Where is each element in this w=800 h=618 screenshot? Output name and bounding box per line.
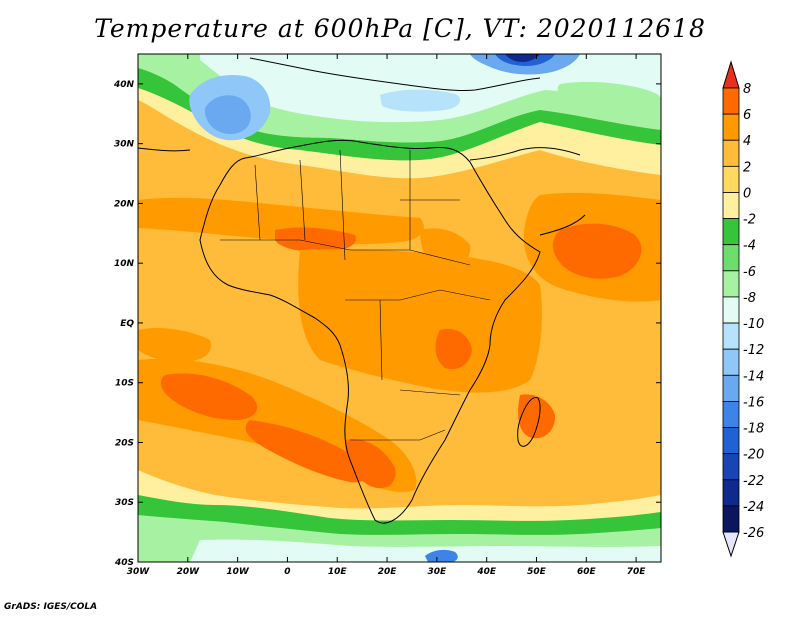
colorbar-segment [722, 270, 740, 298]
lon-tick-label: 70E [627, 567, 647, 577]
plot-frame [137, 53, 662, 563]
colorbar-label: 6 [743, 108, 751, 123]
colorbar-label: 0 [743, 186, 751, 201]
colorbar-label: -24 [743, 500, 764, 515]
colorbar-segment [722, 505, 740, 533]
colorbar-label: -6 [743, 265, 756, 280]
lon-tick-label: 30E [428, 567, 448, 577]
colorbar-label: -12 [743, 343, 764, 358]
lon-tick-label: 20E [378, 567, 398, 577]
colorbar-label: -16 [743, 395, 764, 410]
lat-tick-label: 40N [113, 80, 135, 90]
lat-tick-label: 10S [115, 379, 134, 389]
colorbar-segment [722, 374, 740, 402]
colorbar-segment [722, 348, 740, 376]
colorbar-segment [722, 139, 740, 167]
colorbar-segment [722, 401, 740, 428]
colorbar-segment [722, 322, 740, 350]
colorbar-label: -2 [743, 213, 756, 228]
country-borders [220, 149, 491, 441]
colorbar-segment [722, 113, 740, 141]
lat-tick-label: 20N [114, 199, 135, 209]
lon-tick-label: 10W [226, 567, 250, 577]
coastlines [138, 57, 586, 524]
latitude-axis: 40N 30N 20N 10N EQ 10S 20S 30S 40S [113, 80, 661, 568]
lon-tick-label: 50E [527, 567, 547, 577]
colorbar-label: -4 [743, 239, 756, 254]
colorbar-segment [722, 244, 740, 272]
temperature-field [138, 54, 661, 562]
lon-tick-label: 10E [328, 567, 348, 577]
colorbar-segment [722, 87, 740, 115]
colorbar-label: 2 [743, 160, 751, 175]
lon-tick-label: 0 [284, 567, 290, 577]
colorbar-segment [722, 192, 740, 219]
colorbar-segment [722, 479, 740, 507]
lon-tick-label: 60E [577, 567, 597, 577]
longitude-axis: 30W 20W 10W 0 10E 20E 30E 40E 50E 60E 70E [127, 54, 647, 577]
colorbar-top-arrow [722, 60, 740, 89]
lat-tick-label: EQ [120, 319, 134, 329]
colorbar-segment [722, 427, 740, 455]
colorbar-label: -10 [743, 317, 764, 332]
colorbar-bottom-arrow [722, 531, 740, 558]
colorbar-segment [722, 165, 740, 193]
lat-tick-label: 30S [115, 498, 134, 508]
colorbar-segment [722, 218, 740, 246]
colorbar-segment [722, 296, 740, 324]
lat-tick-label: 10N [114, 259, 135, 269]
colorbar-label: -18 [743, 422, 764, 437]
lat-tick-label: 30N [114, 140, 135, 150]
lat-tick-label: 40S [114, 558, 134, 568]
colorbar-label: -14 [743, 369, 764, 384]
colorbar-label: -22 [743, 474, 764, 489]
colorbar: 8 6 4 2 0 -2 -4 -6 -8 -10 -12 -14 -16 -18 -20 -22 -24 -26 [722, 60, 764, 558]
lat-tick-label: 20S [115, 438, 134, 448]
lon-tick-label: 20W [177, 567, 201, 577]
colorbar-label: -8 [743, 291, 756, 306]
lon-tick-label: 40E [476, 567, 497, 577]
colorbar-label: 8 [743, 82, 751, 97]
lon-tick-label: 30W [127, 567, 151, 577]
colorbar-label: -20 [743, 448, 764, 463]
grads-credit: GrADS: IGES/COLA [4, 602, 98, 612]
colorbar-label: -26 [743, 526, 764, 541]
colorbar-label: 4 [743, 134, 751, 149]
map-title: Temperature at 600hPa [C], VT: 202011261… [94, 14, 706, 43]
colorbar-segment [722, 453, 740, 481]
